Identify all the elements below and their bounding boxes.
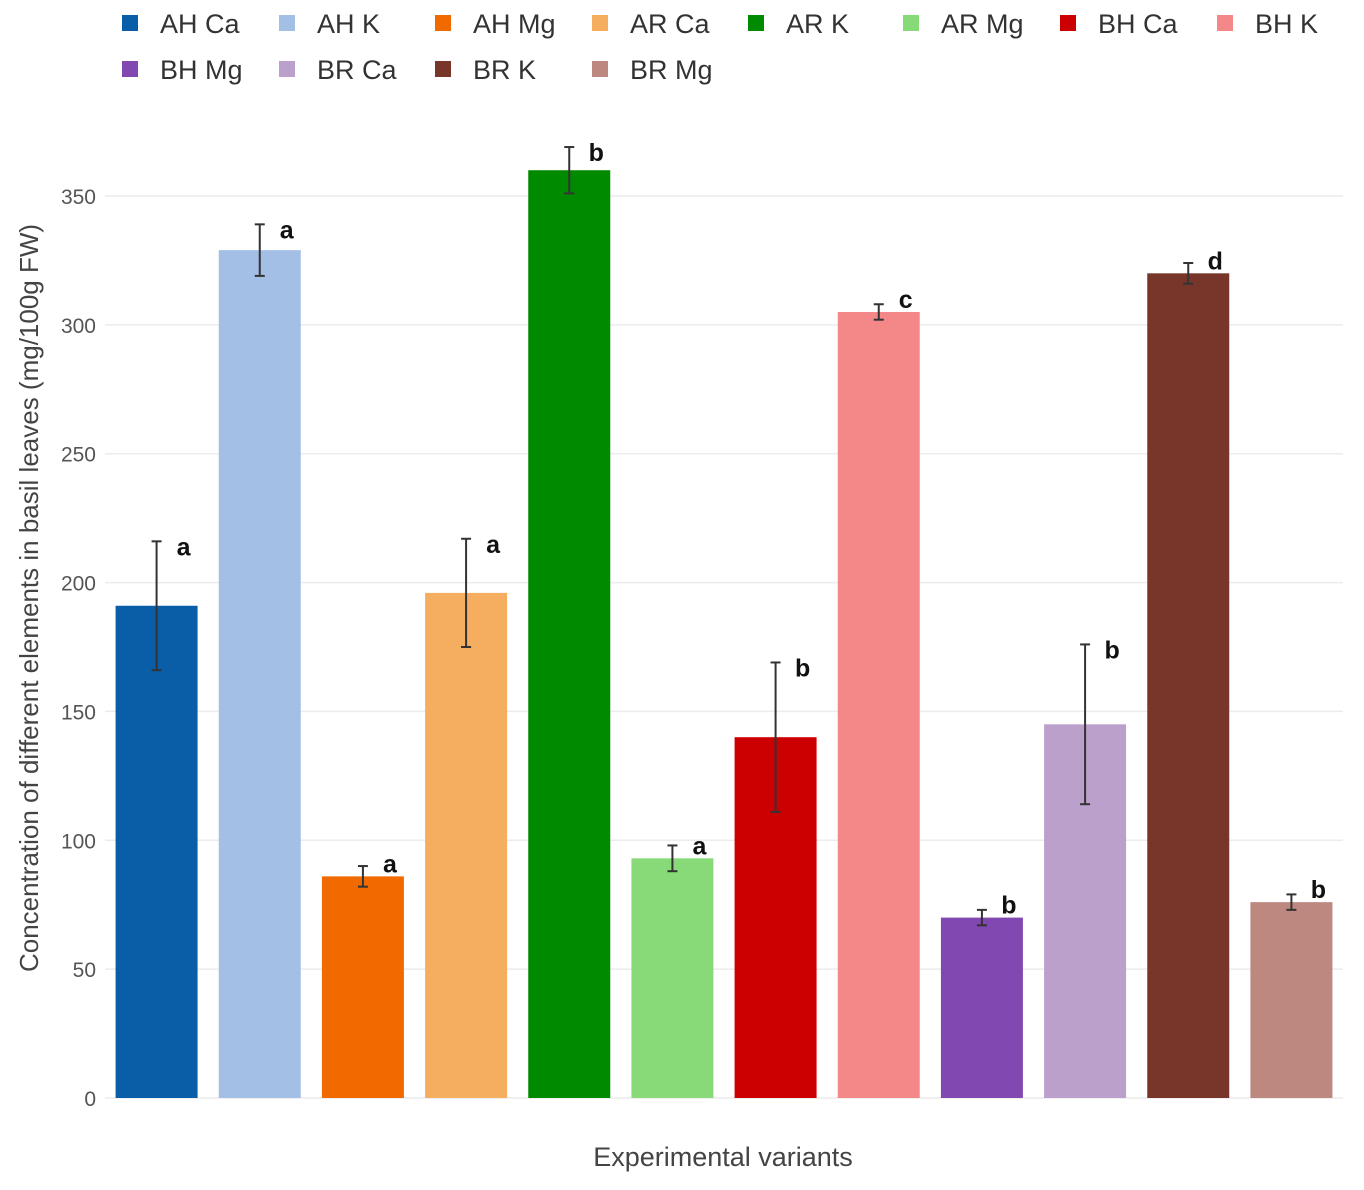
error-bar <box>254 223 265 277</box>
legend-item: AH K <box>279 9 380 39</box>
x-axis-label: Experimental variants <box>593 1142 853 1172</box>
legend-label: AR Ca <box>630 9 711 39</box>
legend-label: BR Ca <box>317 55 398 85</box>
legend-label: BR Mg <box>630 55 713 85</box>
gridlines <box>105 195 1343 1099</box>
y-tick-label: 0 <box>84 1088 96 1111</box>
legend-item: AR Mg <box>903 9 1024 39</box>
legend-item: BH Ca <box>1060 9 1179 39</box>
bar <box>321 876 404 1098</box>
legend: AH Ca AH K AH Mg AR Ca AR K AR Mg BH Ca BH K BH … <box>122 9 1318 85</box>
y-tick-label: 350 <box>61 186 96 209</box>
bar <box>1147 273 1230 1098</box>
legend-swatch <box>592 61 608 77</box>
error-bar <box>770 661 781 813</box>
legend-label: BR K <box>473 55 536 85</box>
y-tick-label: 50 <box>73 959 96 982</box>
legend-swatch <box>279 61 295 77</box>
error-bar <box>1183 262 1194 285</box>
significance-label: a <box>177 533 192 561</box>
legend-item: AR K <box>748 9 849 39</box>
bar <box>218 250 301 1098</box>
legend-swatch <box>122 61 138 77</box>
legend-swatch <box>903 15 919 31</box>
legend-label: BH Mg <box>160 55 243 85</box>
error-bar <box>1286 893 1297 911</box>
significance-label: d <box>1208 247 1223 275</box>
y-axis-ticks: 0 50 100 150 200 250 300 350 <box>61 186 96 1111</box>
legend-label: AH Ca <box>160 9 241 39</box>
y-tick-label: 100 <box>61 830 96 853</box>
legend-label: AR K <box>786 9 849 39</box>
legend-swatch <box>435 15 451 31</box>
legend-item: BH K <box>1217 9 1318 39</box>
significance-label: a <box>280 216 295 244</box>
error-bar <box>667 844 678 873</box>
significance-label: a <box>486 531 501 559</box>
error-bars <box>151 146 1297 927</box>
bar <box>631 858 714 1098</box>
y-tick-label: 300 <box>61 315 96 338</box>
bar <box>940 917 1023 1098</box>
legend-swatch <box>592 15 608 31</box>
significance-label: b <box>795 654 810 682</box>
legend-item: BH Mg <box>122 55 243 85</box>
y-tick-label: 200 <box>61 573 96 596</box>
error-bar <box>1080 643 1091 806</box>
significance-label: b <box>589 139 604 167</box>
significance-label: a <box>383 850 398 878</box>
legend-swatch <box>435 61 451 77</box>
significance-label: c <box>899 286 913 314</box>
legend-swatch <box>279 15 295 31</box>
legend-swatch <box>1060 15 1076 31</box>
error-bar <box>564 146 575 195</box>
legend-item: BR Ca <box>279 55 398 85</box>
significance-labels: a a a a b a b c b b d b <box>177 139 1326 920</box>
legend-label: AR Mg <box>941 9 1024 39</box>
error-bar <box>357 865 368 888</box>
significance-label: b <box>1104 636 1119 664</box>
significance-label: b <box>1001 892 1016 920</box>
legend-item: AH Ca <box>122 9 241 39</box>
legend-label: BH K <box>1255 9 1318 39</box>
y-tick-label: 250 <box>61 444 96 467</box>
bars <box>115 170 1333 1098</box>
bar <box>528 170 611 1098</box>
y-axis-label: Concentration of different elements in b… <box>14 224 44 972</box>
legend-swatch <box>748 15 764 31</box>
legend-item: AH Mg <box>435 9 556 39</box>
error-bar <box>976 908 987 927</box>
error-bar <box>151 540 162 672</box>
legend-item: BR Mg <box>592 55 713 85</box>
legend-label: BH Ca <box>1098 9 1179 39</box>
error-bar <box>461 537 472 648</box>
legend-swatch <box>1217 15 1233 31</box>
error-bar <box>873 303 884 321</box>
bar <box>425 592 508 1098</box>
significance-label: b <box>1311 876 1326 904</box>
legend-label: AH Mg <box>473 9 556 39</box>
legend-item: BR K <box>435 55 536 85</box>
legend-swatch <box>122 15 138 31</box>
bar <box>837 311 920 1098</box>
bar <box>115 605 198 1098</box>
bar <box>1250 902 1333 1098</box>
significance-label: a <box>692 832 707 860</box>
legend-label: AH K <box>317 9 380 39</box>
legend-item: AR Ca <box>592 9 711 39</box>
y-tick-label: 150 <box>61 701 96 724</box>
